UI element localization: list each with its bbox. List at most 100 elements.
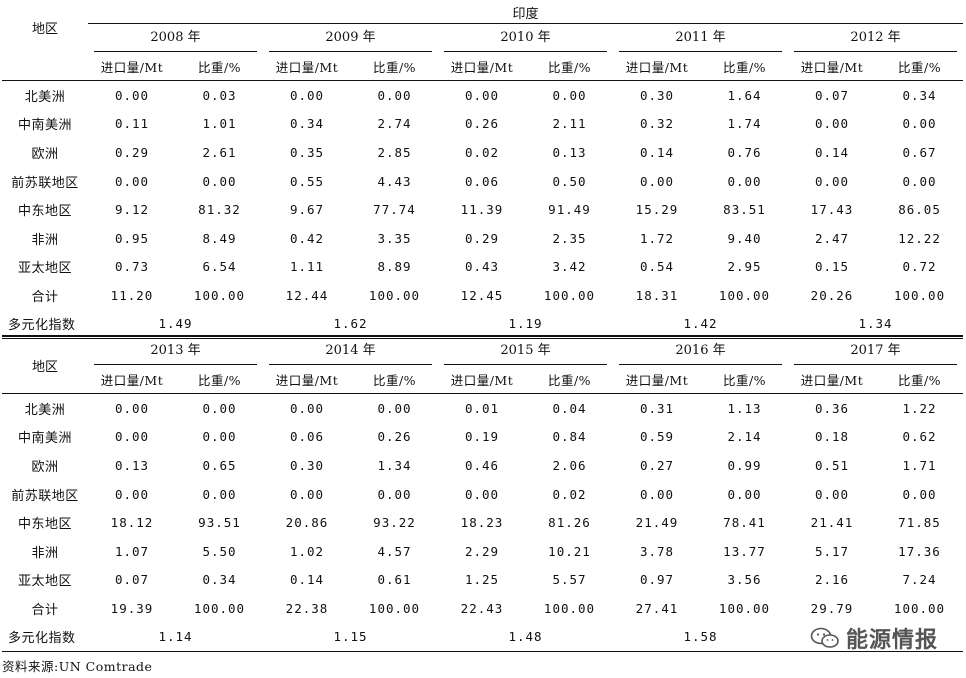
share-value: 0.72 <box>902 259 937 275</box>
import-value: 0.36 <box>814 400 850 416</box>
share-header: 比重/% <box>701 365 788 394</box>
table-row: 中南美洲 0.11 1.01 0.34 2.74 0.26 2.11 0.32 1.74 0.00… <box>2 110 963 139</box>
region-name: 北美洲 <box>24 402 66 418</box>
import-value: 0.29 <box>464 230 500 246</box>
import-value: 0.00 <box>464 87 500 103</box>
share-value: 0.34 <box>902 87 937 103</box>
import-value: 1.07 <box>114 543 150 559</box>
share-value: 83.51 <box>723 202 766 218</box>
share-value: 13.77 <box>723 543 766 559</box>
import-value: 0.00 <box>464 486 500 502</box>
import-value: 9.12 <box>114 202 150 218</box>
import-value: 0.30 <box>639 87 675 103</box>
share-value: 0.00 <box>552 87 587 103</box>
import-value: 0.51 <box>814 457 850 473</box>
import-value: 19.39 <box>110 600 154 616</box>
share-value: 3.42 <box>552 259 587 275</box>
import-value: 0.01 <box>464 400 500 416</box>
import-volume-header: 进口量/Mt <box>88 365 176 394</box>
share-value: 2.74 <box>377 116 412 132</box>
region-name: 合计 <box>31 289 59 305</box>
share-value: 1.34 <box>377 457 412 473</box>
import-value: 0.18 <box>814 429 850 445</box>
import-value: 0.07 <box>114 572 150 588</box>
import-value: 0.46 <box>464 457 500 473</box>
diversity-row: 多元化指数 1.14 1.15 1.48 1.58 <box>2 622 963 652</box>
share-value: 2.35 <box>552 230 587 246</box>
year-header: 2009 年 <box>263 23 438 52</box>
region-header: 地区 <box>2 336 88 394</box>
import-value: 0.00 <box>114 486 150 502</box>
import-value: 0.06 <box>289 429 325 445</box>
share-value: 3.35 <box>377 230 412 246</box>
share-value: 0.76 <box>727 144 762 160</box>
share-value: 0.00 <box>202 173 237 189</box>
import-value: 0.02 <box>464 144 500 160</box>
year-header: 2013 年 <box>88 336 263 365</box>
table-row: 合计 11.20 100.00 12.44 100.00 12.45 100.00 18.31… <box>2 281 963 310</box>
import-volume-header: 进口量/Mt <box>788 52 876 81</box>
import-value: 0.27 <box>639 457 675 473</box>
share-value: 100.00 <box>368 287 421 303</box>
import-value: 12.44 <box>285 287 329 303</box>
import-value: 0.00 <box>289 486 325 502</box>
share-value: 100.00 <box>718 287 771 303</box>
share-value: 1.01 <box>202 116 237 132</box>
import-value: 11.39 <box>460 202 504 218</box>
share-value: 77.74 <box>373 202 416 218</box>
year-header: 2012 年 <box>788 23 964 52</box>
diversity-value: 1.19 <box>438 309 613 339</box>
import-value: 0.00 <box>114 400 150 416</box>
region-name: 欧洲 <box>31 146 59 162</box>
diversity-value: 1.14 <box>88 622 263 652</box>
import-value: 0.43 <box>464 259 500 275</box>
share-value: 1.22 <box>902 400 937 416</box>
diversity-value: 1.62 <box>263 309 438 339</box>
share-header: 比重/% <box>351 365 438 394</box>
year-header: 2014 年 <box>263 336 438 365</box>
share-value: 17.36 <box>898 543 941 559</box>
share-value: 0.00 <box>202 429 237 445</box>
import-value: 17.43 <box>810 202 854 218</box>
import-value: 1.72 <box>639 230 675 246</box>
import-value: 0.30 <box>289 457 325 473</box>
year-label: 2008 年 <box>94 25 257 52</box>
table-row: 合计 19.39 100.00 22.38 100.00 22.43 100.00 27.41… <box>2 594 963 623</box>
import-value: 0.00 <box>639 173 675 189</box>
import-volume-header: 进口量/Mt <box>438 52 526 81</box>
import-value: 22.43 <box>460 600 504 616</box>
share-value: 71.85 <box>898 515 941 531</box>
region-name: 中南美洲 <box>17 431 72 447</box>
import-value: 0.95 <box>114 230 150 246</box>
year-header: 2011 年 <box>613 23 788 52</box>
import-value: 20.86 <box>285 515 329 531</box>
import-value: 20.26 <box>810 287 854 303</box>
share-value: 0.00 <box>727 173 762 189</box>
share-value: 0.00 <box>902 116 937 132</box>
region-name: 前苏联地区 <box>11 488 79 504</box>
region-header: 地区 <box>31 21 58 37</box>
share-value: 81.26 <box>548 515 591 531</box>
share-value: 0.00 <box>902 486 937 502</box>
import-value: 21.49 <box>635 515 679 531</box>
share-value: 2.95 <box>727 259 762 275</box>
import-value: 0.42 <box>289 230 325 246</box>
share-value: 100.00 <box>193 287 246 303</box>
import-value: 0.00 <box>289 87 325 103</box>
diversity-value: 1.34 <box>788 309 964 339</box>
import-volume-header: 进口量/Mt <box>613 365 701 394</box>
share-value: 100.00 <box>543 600 596 616</box>
share-header: 比重/% <box>176 365 263 394</box>
share-value: 91.49 <box>548 202 591 218</box>
import-volume-header: 进口量/Mt <box>613 52 701 81</box>
share-value: 10.21 <box>548 543 591 559</box>
share-value: 0.13 <box>552 144 587 160</box>
diversity-value: 1.15 <box>263 622 438 652</box>
import-value: 0.13 <box>114 457 150 473</box>
import-volume-header: 进口量/Mt <box>88 52 176 81</box>
share-header: 比重/% <box>876 365 963 394</box>
import-value: 0.00 <box>114 87 150 103</box>
year-label: 2011 年 <box>619 25 782 52</box>
share-value: 2.85 <box>377 144 412 160</box>
